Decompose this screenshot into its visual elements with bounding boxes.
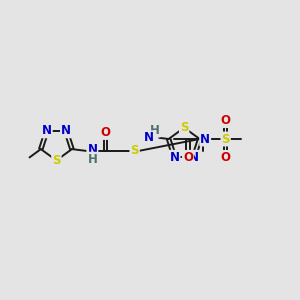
Text: N: N <box>61 124 71 137</box>
Text: S: S <box>130 144 139 158</box>
Text: O: O <box>183 151 193 164</box>
Text: O: O <box>221 151 231 164</box>
Text: O: O <box>221 114 231 127</box>
Text: N: N <box>189 151 199 164</box>
Text: N: N <box>169 151 180 164</box>
Text: N: N <box>200 133 210 146</box>
Text: N: N <box>87 143 98 157</box>
Text: N: N <box>42 124 52 137</box>
Text: O: O <box>100 126 110 139</box>
Text: S: S <box>180 121 188 134</box>
Text: S: S <box>221 133 230 146</box>
Text: N: N <box>144 131 154 144</box>
Text: H: H <box>150 124 160 136</box>
Text: S: S <box>52 154 61 167</box>
Text: H: H <box>87 153 97 166</box>
